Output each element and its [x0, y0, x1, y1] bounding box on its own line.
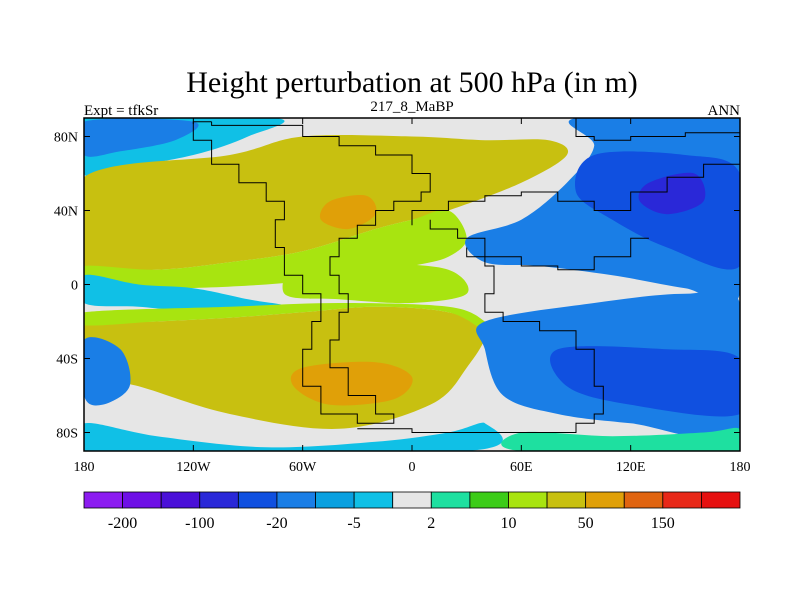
- y-tick-label: 40N: [54, 205, 78, 220]
- colorbar-swatch: [122, 491, 162, 509]
- colorbar-label: 2: [427, 515, 435, 532]
- x-tick-label: 120W: [176, 460, 211, 475]
- x-tick-label: 60W: [289, 460, 317, 475]
- colorbar-swatch: [662, 491, 702, 509]
- y-tick-label: 0: [71, 279, 78, 294]
- y-tick-label: 80S: [56, 427, 78, 442]
- colorbar-label: 150: [651, 515, 675, 532]
- colorbar-swatch: [546, 491, 587, 509]
- colorbar-swatch: [199, 491, 239, 509]
- contour-region-antarctic-positive-east: [501, 427, 740, 451]
- y-axis: 80N 40N 0 40S 80S: [54, 131, 740, 442]
- contour-region-north-high-core: [319, 195, 377, 230]
- contour-region-east-low-core: [638, 172, 706, 215]
- colorbar-label: 50: [578, 515, 594, 532]
- colorbar-swatch: [315, 491, 355, 509]
- contour-field: [84, 118, 740, 451]
- x-tick-label: 0: [409, 460, 416, 475]
- colorbar-swatch: [160, 491, 201, 509]
- contour-region-antarctic-negative: [84, 422, 503, 451]
- colorbar-swatch: [392, 491, 432, 509]
- y-tick-label: 80N: [54, 131, 78, 146]
- contour-region-south-high-edge: [84, 303, 490, 331]
- x-tick-label: 180: [730, 460, 751, 475]
- colorbar-label: -200: [108, 515, 137, 532]
- colorbar-label: -20: [266, 515, 287, 532]
- contour-region-central-plateau: [282, 255, 469, 304]
- x-axis: 180 120W 60W 0 60E 120E 180: [74, 118, 751, 475]
- coastline-outlines: [192, 118, 740, 433]
- coastline-outline-3: [411, 163, 740, 226]
- coastline-outline-5: [466, 237, 649, 271]
- colorbar-swatch: [508, 491, 548, 509]
- colorbar-swatch: [353, 491, 394, 509]
- colorbar-swatch: [623, 491, 664, 509]
- experiment-label: Expt = tfkSr: [84, 103, 158, 119]
- colorbar: -200 -100 -20 -5 2 10 50 150: [83, 491, 741, 532]
- run-label: 217_8_MaBP: [370, 99, 453, 115]
- colorbar-swatch: [430, 491, 471, 509]
- x-tick-label: 180: [74, 460, 95, 475]
- colorbar-label: -100: [185, 515, 214, 532]
- colorbar-swatch: [237, 491, 278, 509]
- colorbar-swatch: [276, 491, 316, 509]
- chart-title: Height perturbation at 500 hPa (in m): [186, 66, 638, 99]
- colorbar-swatch: [469, 491, 509, 509]
- y-tick-label: 40S: [56, 353, 78, 368]
- colorbar-swatch: [585, 491, 625, 509]
- coastline-outline-1: [192, 121, 431, 424]
- colorbar-label: -5: [347, 515, 360, 532]
- contour-region-arctic-west-core: [84, 118, 199, 157]
- season-label: ANN: [708, 103, 741, 119]
- contour-region-southern-ocean-core: [550, 346, 740, 417]
- contour-region-south-west-negative: [84, 337, 131, 406]
- coastline-outline-4: [575, 118, 740, 141]
- x-tick-label: 60E: [510, 460, 533, 475]
- contour-region-tropical-pacific-negative: [84, 274, 286, 313]
- colorbar-swatch: [83, 491, 123, 509]
- colorbar-swatch: [701, 491, 741, 509]
- x-tick-label: 120E: [616, 460, 646, 475]
- coastline-outline-2: [357, 219, 604, 433]
- colorbar-label: 10: [501, 515, 517, 532]
